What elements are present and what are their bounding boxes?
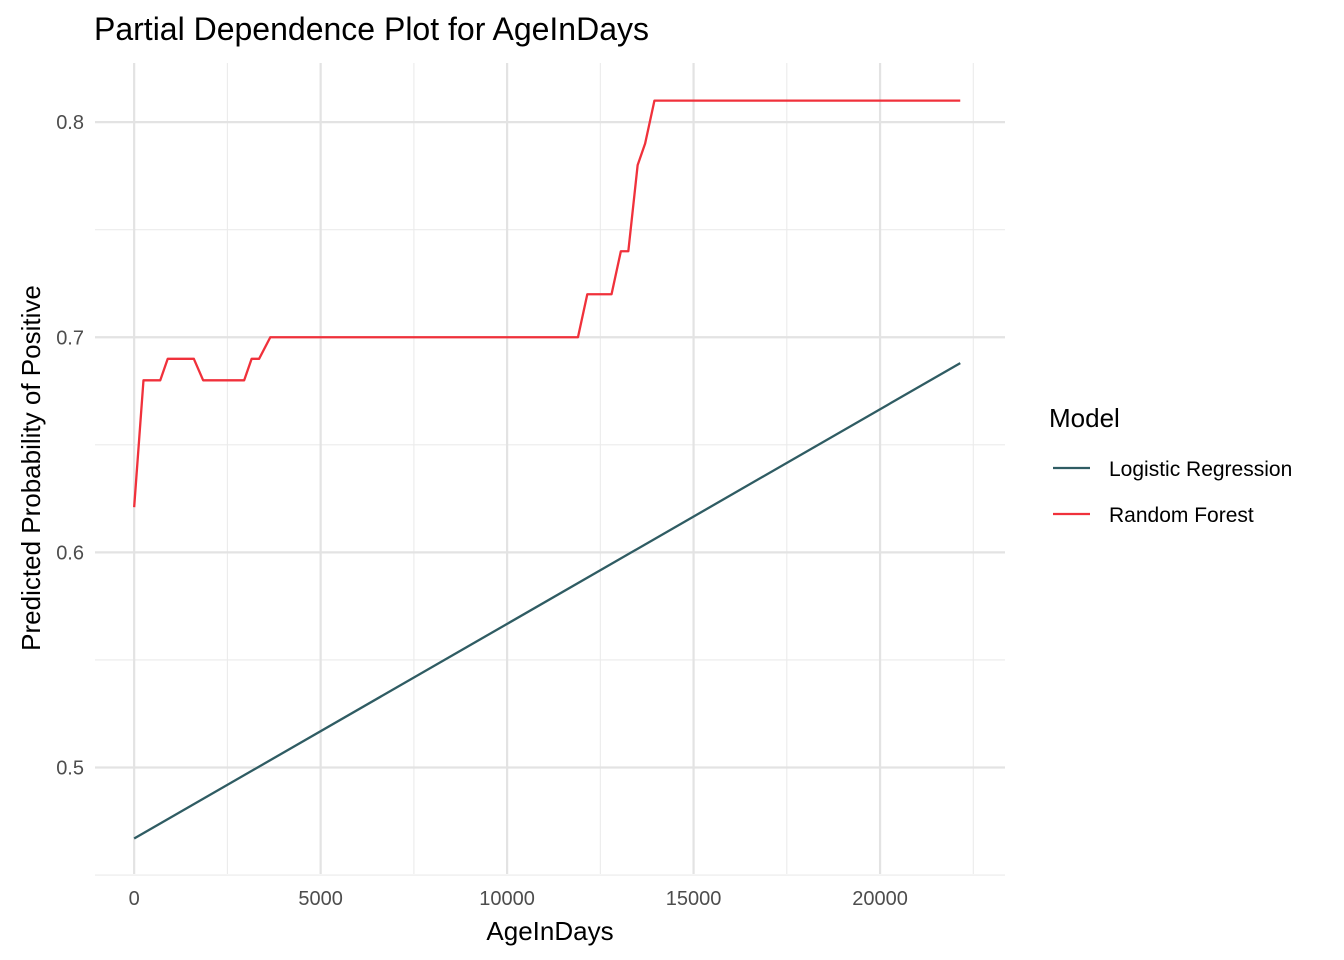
- y-tick-label: 0.7: [56, 327, 84, 349]
- grid-major: [95, 63, 1005, 874]
- grid-minor: [95, 63, 1005, 876]
- x-tick-label: 20000: [852, 888, 908, 910]
- legend-title: Model: [1049, 403, 1120, 433]
- y-axis-title: Predicted Probability of Positive: [16, 285, 46, 651]
- y-tick-label: 0.5: [56, 758, 84, 780]
- x-tick-labels: 0 5000 10000 15000 20000: [129, 888, 908, 910]
- y-tick-label: 0.8: [56, 112, 84, 134]
- y-tick-labels: 0.5 0.6 0.7 0.8: [56, 112, 84, 779]
- legend: Model Logistic Regression Random Forest: [1049, 403, 1292, 527]
- series-line-logistic-regression: [133, 362, 961, 840]
- x-tick-label: 0: [129, 888, 140, 910]
- legend-items: Logistic Regression Random Forest: [1053, 458, 1292, 527]
- chart-title: Partial Dependence Plot for AgeInDays: [94, 11, 649, 47]
- y-tick-label: 0.6: [56, 542, 84, 564]
- x-tick-label: 5000: [298, 888, 343, 910]
- legend-label-logistic-regression: Logistic Regression: [1109, 458, 1292, 481]
- legend-label-random-forest: Random Forest: [1109, 504, 1254, 527]
- series-line-random-forest: [133, 99, 961, 508]
- x-tick-label: 15000: [666, 888, 722, 910]
- series-layer: [133, 99, 961, 840]
- x-axis-title: AgeInDays: [486, 916, 613, 946]
- x-tick-label: 10000: [479, 888, 535, 910]
